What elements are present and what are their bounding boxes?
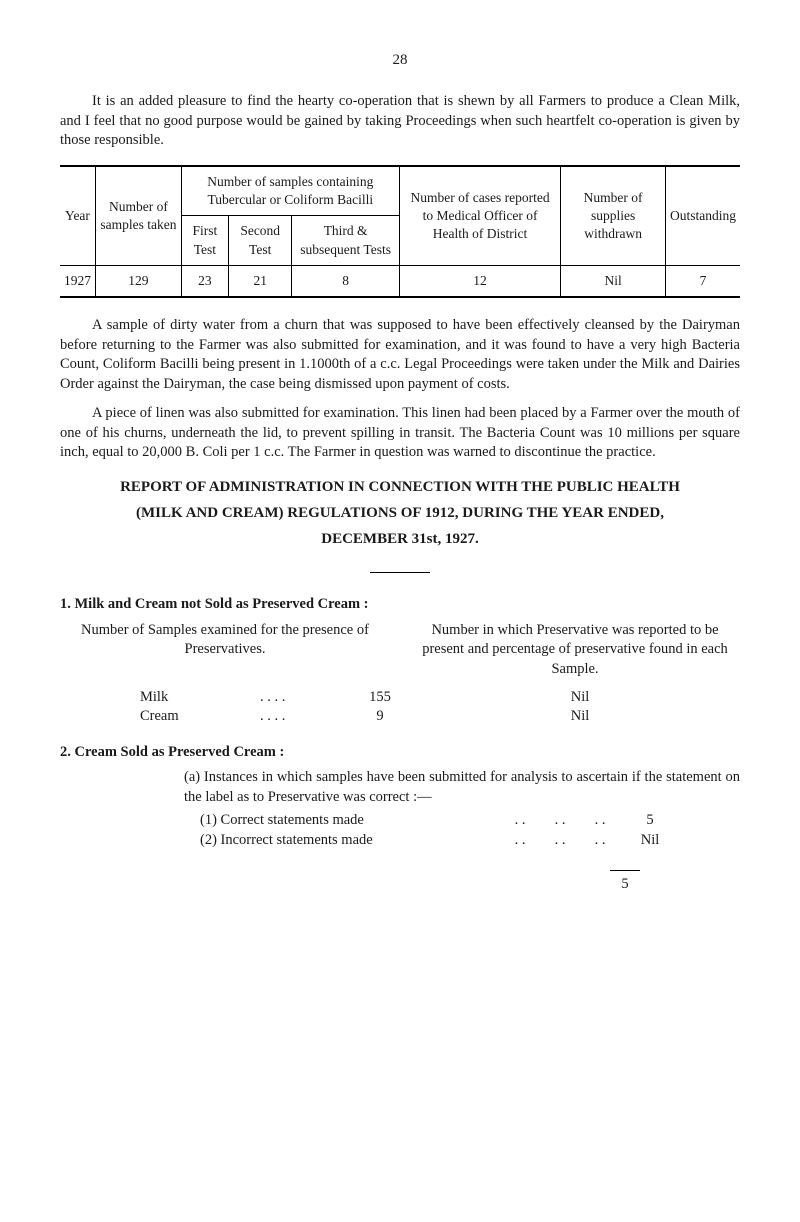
milk-row: Milk . . . . 155 Nil: [140, 688, 740, 708]
cream-res: Nil: [420, 707, 740, 727]
cream-label: Cream: [140, 707, 260, 727]
th-year: Year: [60, 167, 96, 265]
section-1-columns: Number of Samples examined for the prese…: [60, 621, 740, 680]
td-year: 1927: [60, 266, 96, 297]
dots: . .: [580, 831, 620, 851]
milk-res: Nil: [420, 688, 740, 708]
td-samples: 129: [96, 266, 182, 297]
stmt-row-2: (2) Incorrect statements made . . . . . …: [200, 831, 740, 851]
dots: . .: [500, 811, 540, 831]
report-title-2: (MILK AND CREAM) REGULATIONS OF 1912, DU…: [60, 503, 740, 523]
milk-label: Milk: [140, 688, 260, 708]
th-second: Second Test: [229, 216, 292, 265]
cream-val: 9: [340, 707, 420, 727]
th-group: Number of samples containing Tubercular …: [181, 167, 399, 216]
th-first: First Test: [181, 216, 228, 265]
td-outstanding: 7: [665, 266, 740, 297]
th-cases: Number of cases reported to Medical Offi…: [399, 167, 560, 265]
cream-row: Cream . . . . 9 Nil: [140, 707, 740, 727]
td-cases: 12: [399, 266, 560, 297]
th-samples: Number of samples taken: [96, 167, 182, 265]
para-3: A piece of linen was also submitted for …: [60, 404, 740, 463]
td-second: 21: [229, 266, 292, 297]
s1-label: (1) Correct statements made: [200, 811, 500, 831]
s2-label: (2) Incorrect statements made: [200, 831, 500, 851]
report-title-1: REPORT OF ADMINISTRATION IN CONNECTION W…: [60, 477, 740, 497]
s2-val: Nil: [620, 831, 680, 851]
intro-paragraph: It is an added pleasure to find the hear…: [60, 92, 740, 151]
section-2-head: 2. Cream Sold as Preserved Cream :: [60, 743, 740, 763]
milk-val: 155: [340, 688, 420, 708]
td-third: 8: [292, 266, 400, 297]
para-2: A sample of dirty water from a churn tha…: [60, 316, 740, 394]
th-third: Third & subsequent Tests: [292, 216, 400, 265]
cream-dots: . . . .: [260, 707, 340, 727]
dots: . .: [580, 811, 620, 831]
title-rule: [60, 560, 740, 580]
s1-val: 5: [620, 811, 680, 831]
section-1-head: 1. Milk and Cream not Sold as Preserved …: [60, 595, 740, 615]
col-2: Number in which Preservative was reporte…: [410, 621, 740, 680]
samples-table: Year Number of samples taken Number of s…: [60, 165, 740, 298]
total-val: 5: [610, 871, 640, 895]
th-outstanding: Outstanding: [665, 167, 740, 265]
dots: . .: [500, 831, 540, 851]
page-number: 28: [60, 50, 740, 70]
td-supplies: Nil: [561, 266, 666, 297]
dots: . .: [540, 831, 580, 851]
th-supplies: Number of supplies withdrawn: [561, 167, 666, 265]
milk-dots: . . . .: [260, 688, 340, 708]
sec2-a-line: (a) Instances in which samples have been…: [160, 768, 740, 807]
td-first: 23: [181, 266, 228, 297]
col-1: Number of Samples examined for the prese…: [60, 621, 390, 680]
dots: . .: [540, 811, 580, 831]
report-title-3: DECEMBER 31st, 1927.: [60, 529, 740, 549]
stmt-row-1: (1) Correct statements made . . . . . . …: [200, 811, 740, 831]
